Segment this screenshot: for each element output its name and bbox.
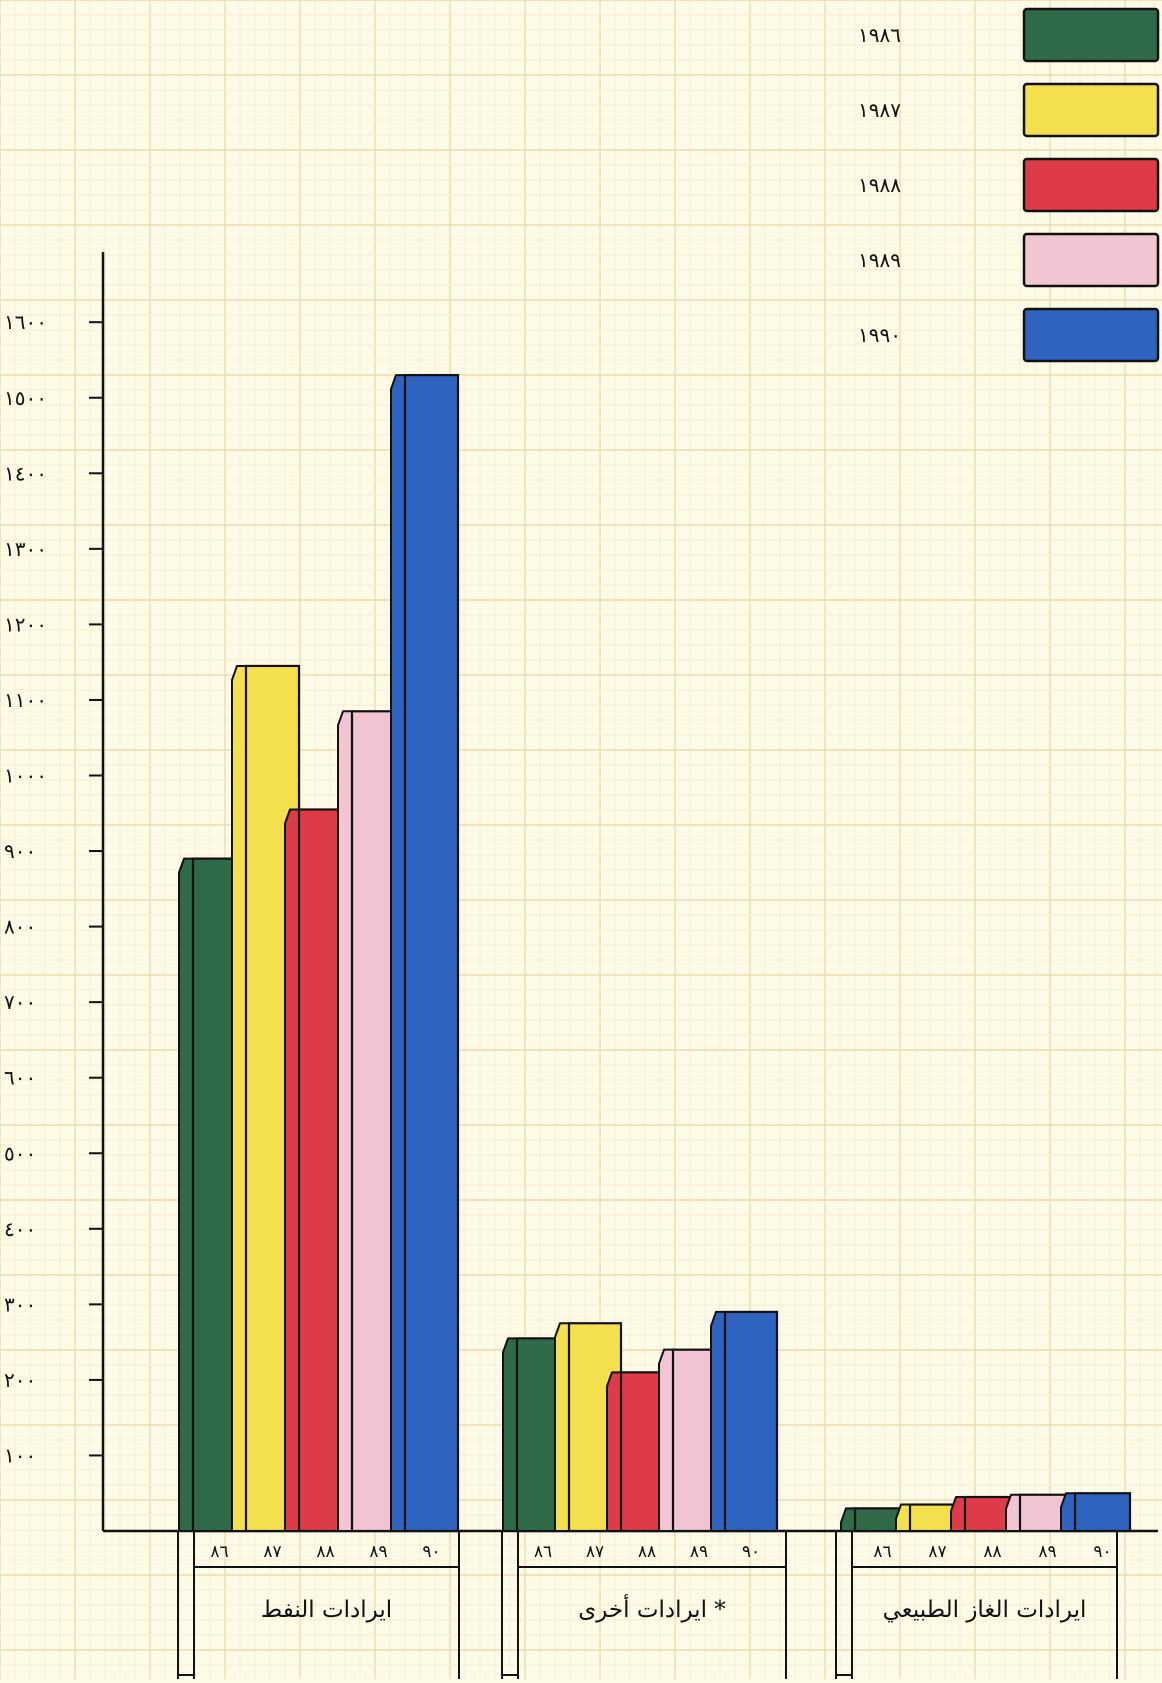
bar-side (710, 1310, 726, 1532)
category-labels: ٨٦ ٨٧ ٨٨ ٨٩ ٩٠ ايرادات النفط ٨٦ ٨٧ ٨٨ ٨٩ ٩٠ ايرادات… (177, 1531, 1118, 1679)
bar-side (284, 808, 300, 1532)
bar-year-label: ٨٩ (690, 1542, 708, 1562)
bar-year-label: ٨٨ (316, 1542, 334, 1562)
y-tick-label: ٦٠٠ (4, 1066, 36, 1090)
legend-label: ١٩٨٧ (858, 98, 901, 122)
bar-year-label: ٨٧ (586, 1542, 604, 1562)
y-tick-label: ١٠٠ (4, 1443, 36, 1467)
category-label: ايرادات النفط (261, 1597, 392, 1623)
bar-year-label: ٨٧ (263, 1542, 281, 1562)
bars (178, 373, 1132, 1533)
y-tick-label: ١٥٠٠ (4, 386, 47, 410)
bar-year-label: ٨٩ (369, 1542, 387, 1562)
bar-year-label: ٨٦ (210, 1542, 228, 1562)
bar-year-label: ٨٩ (1038, 1542, 1056, 1562)
bar-side (337, 710, 353, 1532)
bar (403, 373, 460, 1533)
y-tick-label: ٩٠٠ (4, 839, 36, 863)
bar-side (840, 1507, 856, 1532)
legend-swatch (1022, 307, 1160, 363)
bar-year-label: ٩٠ (742, 1542, 760, 1562)
legend-swatch (1022, 157, 1160, 213)
bar-side (1060, 1492, 1076, 1532)
bar-side (178, 857, 194, 1532)
y-tick-label: ١٢٠٠ (4, 612, 47, 636)
legend-swatch (1022, 232, 1160, 288)
bar-year-label: ٨٨ (983, 1542, 1001, 1562)
y-tick-label: ١٤٠٠ (4, 461, 47, 485)
y-tick-label: ١١٠٠ (4, 688, 47, 712)
legend-label: ١٩٨٨ (858, 173, 901, 197)
category-label: ايرادات الغاز الطبيعي (883, 1597, 1087, 1623)
y-tick-label: ١٠٠٠ (4, 764, 47, 788)
bar-side (606, 1371, 622, 1532)
bar-side (950, 1496, 966, 1532)
bar-year-label: ٨٦ (534, 1542, 552, 1562)
bar-year-label: ٨٨ (638, 1542, 656, 1562)
bar-year-label: ٩٠ (1093, 1542, 1111, 1562)
bar-year-label: ٨٧ (928, 1542, 946, 1562)
bar-side (1005, 1493, 1021, 1532)
bar-side (502, 1337, 518, 1532)
bar-side (658, 1348, 674, 1532)
legend: ١٩٨٦ ١٩٨٧ ١٩٨٨ ١٩٨٩ ١٩٩٠ (858, 7, 1160, 363)
y-tick-label: ٢٠٠ (4, 1368, 36, 1392)
y-tick-label: ٨٠٠ (4, 915, 36, 939)
legend-label: ١٩٨٦ (858, 23, 901, 47)
bar-side (390, 374, 406, 1532)
y-tick-label: ١٣٠٠ (4, 537, 47, 561)
bar (1073, 1492, 1132, 1533)
y-tick-label: ٤٠٠ (4, 1217, 36, 1241)
legend-label: ١٩٩٠ (858, 323, 901, 347)
legend-swatch (1022, 7, 1160, 63)
legend-label: ١٩٨٩ (858, 248, 901, 272)
bar-year-label: ٩٠ (422, 1542, 440, 1562)
bar-side (231, 664, 247, 1532)
bar (723, 1310, 779, 1533)
category-label: ايرادات أخرى * (578, 1594, 726, 1623)
bar-side (554, 1322, 570, 1532)
legend-swatch (1022, 82, 1160, 138)
bar-year-label: ٨٦ (873, 1542, 891, 1562)
y-tick-label: ١٦٠٠ (4, 310, 47, 334)
y-tick-label: ٥٠٠ (4, 1141, 36, 1165)
y-tick-label: ٧٠٠ (4, 990, 36, 1014)
y-tick-label: ٣٠٠ (4, 1292, 36, 1316)
